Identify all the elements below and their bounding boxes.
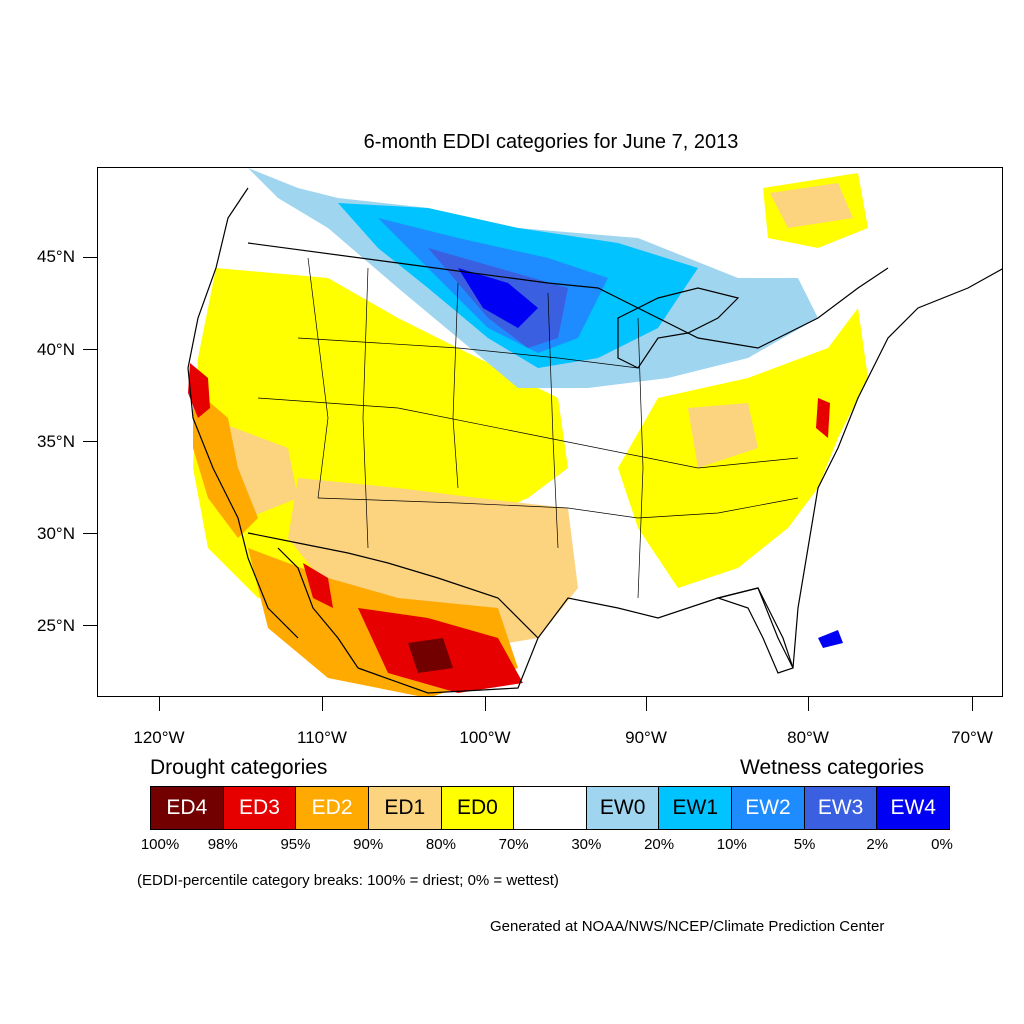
percent-break-label: 70% (498, 836, 529, 853)
ew4-region-north (458, 268, 538, 328)
boundary-lines (187, 187, 1002, 694)
lon-label-70: 70°W (951, 728, 993, 747)
percent-break-label: 30% (571, 836, 602, 853)
lat-tick-30 (83, 533, 97, 534)
ew1-region-caribbean (818, 630, 843, 648)
east-coastline (792, 268, 1002, 669)
legend-box-ew2: EW2 (732, 787, 805, 829)
gulf-coastline (357, 587, 794, 694)
wetness-categories-heading: Wetness categories (740, 756, 925, 779)
percent-break-label: 100% (140, 836, 180, 853)
drought-categories-heading: Drought categories (150, 756, 328, 779)
lat-label-30: 30°N (37, 524, 75, 543)
ed3-region-california (188, 363, 210, 418)
lat-label-25: 25°N (37, 616, 75, 635)
percent-break-label: 10% (716, 836, 747, 853)
map-title: 6-month EDDI categories for June 7, 2013 (363, 131, 739, 153)
lon-tick-120 (159, 697, 160, 711)
ed1-region-ne (770, 183, 853, 228)
state-line-5 (637, 317, 644, 599)
legend-box-ed4: ED4 (151, 787, 224, 829)
eddi-map (187, 168, 1002, 696)
lat-tick-35 (83, 441, 97, 442)
lat-tick-25 (83, 625, 97, 626)
legend-box-ed1: ED1 (368, 787, 442, 829)
legend-box-ew0: EW0 (586, 787, 660, 829)
percent-break-label: 20% (644, 836, 675, 853)
lon-tick-100 (485, 697, 486, 711)
category-legend: ED4 ED3 ED2 ED1 ED0 EW0 EW1 EW2 EW3 EW4 (150, 786, 950, 830)
category-breaks-note: (EDDI-percentile category breaks: 100% =… (137, 872, 559, 889)
great-lakes (617, 287, 740, 369)
state-line-1 (307, 257, 329, 499)
lon-label-80: 80°W (787, 728, 829, 747)
ed3-region-baja (303, 563, 333, 608)
percent-break-label: 0% (931, 836, 953, 853)
state-line-3 (452, 282, 459, 489)
baja-coastline (277, 547, 359, 669)
lon-label-110: 110°W (297, 728, 347, 747)
mexico-border (247, 532, 539, 639)
lat-label-45: 45°N (37, 247, 75, 266)
lat-label-40: 40°N (37, 340, 75, 359)
lon-tick-110 (322, 697, 323, 711)
percent-break-label: 2% (866, 836, 889, 853)
lat-tick-45 (83, 257, 97, 258)
ed3-region-east-coast (816, 398, 830, 438)
ed2-region-california (193, 388, 258, 538)
lon-label-90: 90°W (625, 728, 667, 747)
state-line-7 (297, 337, 639, 369)
wetness-shading (248, 168, 843, 648)
percent-break-label: 98% (207, 836, 238, 853)
percent-break-label: 95% (280, 836, 311, 853)
lon-label-100: 100°W (459, 728, 511, 747)
state-line-4 (547, 292, 559, 549)
legend-box-ew1: EW1 (659, 787, 733, 829)
lon-tick-90 (646, 697, 647, 711)
florida-outline (715, 587, 794, 674)
percent-break-label: 5% (793, 836, 816, 853)
percent-break-label: 80% (425, 836, 456, 853)
canada-border (247, 242, 889, 349)
legend-box-neutral (514, 787, 587, 829)
percent-break-label: 90% (353, 836, 384, 853)
ed4-region-mexico (408, 638, 453, 673)
legend-box-ew3: EW3 (804, 787, 878, 829)
map-panel (97, 167, 1003, 697)
legend-box-ew4: EW4 (877, 787, 950, 829)
state-line-6 (257, 397, 799, 469)
legend-box-ed3: ED3 (223, 787, 297, 829)
lat-tick-40 (83, 349, 97, 350)
credit-line: Generated at NOAA/NWS/NCEP/Climate Predi… (490, 918, 885, 935)
lon-tick-70 (972, 697, 973, 711)
legend-box-ed2: ED2 (296, 787, 369, 829)
lat-label-35: 35°N (37, 432, 75, 451)
lon-label-120: 120°W (133, 728, 185, 747)
state-line-2 (362, 267, 369, 549)
west-coastline (187, 187, 299, 639)
lon-tick-80 (808, 697, 809, 711)
ed1-region-ohio (688, 403, 758, 468)
legend-box-ed0: ED0 (441, 787, 515, 829)
state-line-8 (317, 497, 799, 519)
